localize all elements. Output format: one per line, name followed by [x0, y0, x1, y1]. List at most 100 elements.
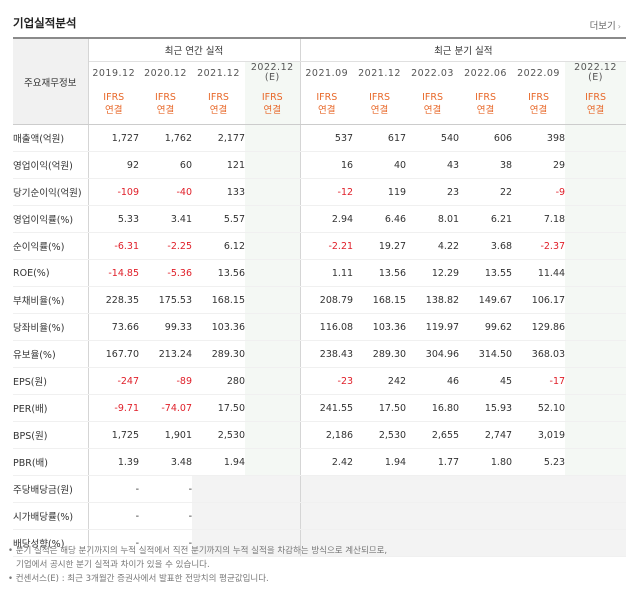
table-row: BPS(원) 1,725 1,901 2,530 2,186 2,530 2,655 2,74…: [13, 421, 627, 449]
table-cell: 5.33: [88, 205, 139, 233]
table-cell: [512, 529, 566, 557]
table-cell: 2.94: [300, 205, 354, 233]
gaap-scope: 연결: [105, 105, 123, 116]
table-cell: -: [139, 475, 192, 503]
period-label: 2020.12: [144, 67, 187, 79]
table-row: ROE(%) -14.85 -5.36 13.56 1.11 13.56 12.29 13.5…: [13, 259, 627, 287]
table-cell: 289.30: [353, 340, 407, 368]
table-cell: -109: [88, 178, 139, 206]
table-cell: 116.08: [300, 313, 354, 341]
table-cell: [565, 286, 627, 314]
table-cell: -: [139, 529, 192, 557]
table-cell: -247: [88, 367, 139, 395]
table-cell: [565, 232, 627, 260]
table-cell: 3.48: [139, 448, 192, 476]
gaap-header: IFRS 연결: [353, 84, 407, 125]
gaap-scope: 연결: [209, 105, 228, 116]
table-cell: -2.21: [300, 232, 354, 260]
gaap-scope: 연결: [586, 105, 605, 116]
table-cell: 92: [88, 151, 139, 179]
table-cell: [353, 529, 407, 557]
table-row: 영업이익률(%) 5.33 3.41 5.57 2.94 6.46 8.01 6.21 7.18: [13, 205, 627, 233]
table-cell: -12: [300, 178, 354, 206]
table-cell: 208.79: [300, 286, 354, 314]
table-cell: 60: [139, 151, 192, 179]
period-header: 2021.12: [192, 61, 245, 84]
table-cell: 304.96: [406, 340, 460, 368]
table-cell: 119.97: [406, 313, 460, 341]
table-cell: [353, 475, 407, 503]
table-cell: 167.70: [88, 340, 139, 368]
table-cell: 1.39: [88, 448, 139, 476]
table-cell: [192, 529, 245, 557]
table-cell: 1.94: [353, 448, 407, 476]
row-label: 영업이익(억원): [13, 151, 89, 179]
table-cell: 133: [192, 178, 245, 206]
table-cell: [245, 340, 301, 368]
table-cell: 6.21: [459, 205, 513, 233]
row-label: 시가배당률(%): [13, 502, 89, 530]
table-cell: -40: [139, 178, 192, 206]
table-row: 매출액(억원) 1,727 1,762 2,177 537 617 540 606 398: [13, 124, 627, 152]
table-cell: -89: [139, 367, 192, 395]
table-cell: 3.41: [139, 205, 192, 233]
table-cell: 537: [300, 124, 354, 152]
table-cell: [245, 313, 301, 341]
row-label: BPS(원): [13, 421, 89, 449]
footnotes: • 분기 실적은 해당 분기까지의 누적 실적에서 직전 분기까지의 누적 실적…: [8, 544, 628, 586]
table-cell: 15.93: [459, 394, 513, 422]
gaap-standard: IFRS: [155, 92, 176, 103]
more-link[interactable]: 더보기 ›: [590, 18, 621, 32]
table-cell: 238.43: [300, 340, 354, 368]
table-cell: [245, 259, 301, 287]
table-cell: [565, 151, 627, 179]
table-cell: -: [88, 475, 139, 503]
table-cell: 2,186: [300, 421, 354, 449]
table-cell: 2.42: [300, 448, 354, 476]
gaap-scope: 연결: [423, 105, 442, 116]
table-cell: [406, 529, 460, 557]
more-label: 더보기: [589, 21, 616, 32]
table-cell: [245, 178, 301, 206]
table-cell: [245, 286, 301, 314]
period-label: 2022.09: [517, 67, 560, 79]
period-label: 2021.12: [358, 67, 401, 79]
row-label: ROE(%): [13, 259, 89, 287]
table-cell: 3.68: [459, 232, 513, 260]
gaap-header: IFRS 연결: [406, 84, 460, 125]
gaap-scope: 연결: [263, 105, 282, 116]
table-cell: 540: [406, 124, 460, 152]
annual-group-header: 최근 연간 실적: [88, 38, 301, 62]
gaap-standard: IFRS: [261, 92, 283, 103]
gaap-header: IFRS 연결: [300, 84, 354, 125]
table-cell: 1.94: [192, 448, 245, 476]
table-cell: 106.17: [512, 286, 566, 314]
table-cell: [245, 232, 301, 260]
row-label: 당좌비율(%): [13, 313, 89, 341]
period-label: 2019.12: [92, 67, 136, 79]
table-cell: [245, 394, 301, 422]
row-label: 영업이익률(%): [13, 205, 89, 233]
row-label: 매출액(억원): [13, 124, 89, 152]
table-row: 주당배당금(원) - -: [13, 475, 627, 503]
table-cell: [459, 529, 513, 557]
table-cell: -14.85: [88, 259, 139, 287]
table-cell: 4.22: [406, 232, 460, 260]
table-cell: 46: [406, 367, 460, 395]
gaap-header: IFRS 연결: [139, 84, 192, 125]
table-cell: 103.36: [353, 313, 407, 341]
row-label: 유보율(%): [13, 340, 89, 368]
table-cell: 1,901: [139, 421, 192, 449]
table-cell: 7.18: [512, 205, 566, 233]
table-cell: 40: [353, 151, 407, 179]
gaap-header: IFRS 연결: [192, 84, 245, 125]
table-cell: 13.55: [459, 259, 513, 287]
row-label: 배당성향(%): [13, 529, 89, 557]
gaap-standard: IFRS: [208, 92, 229, 103]
period-label: 2021.09: [305, 67, 349, 79]
table-cell: [245, 421, 301, 449]
table-cell: -: [88, 529, 139, 557]
table-cell: [459, 475, 513, 503]
table-cell: [406, 502, 460, 530]
table-cell: [565, 421, 627, 449]
